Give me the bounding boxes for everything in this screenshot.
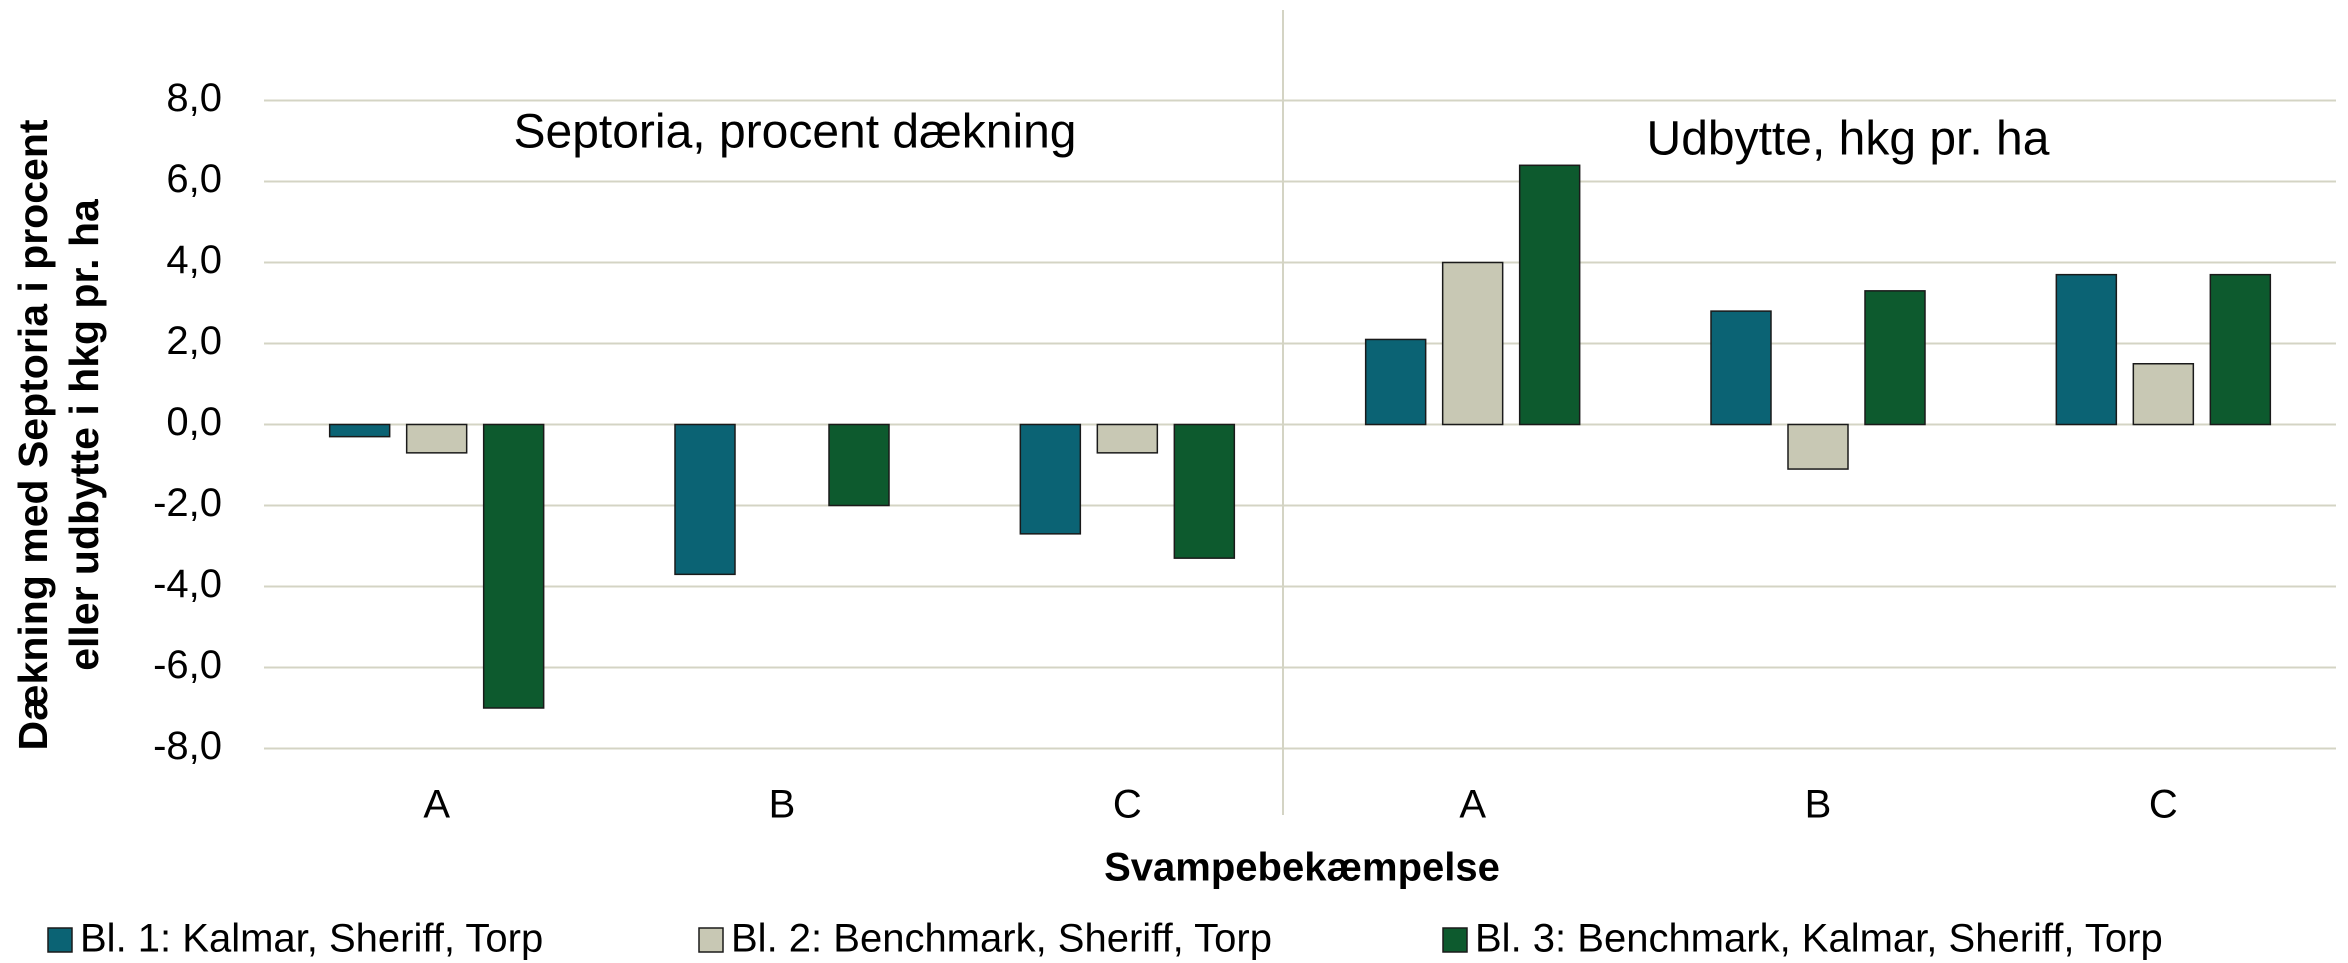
y-axis-label: eller udbytte i hkg pr. ha: [61, 198, 107, 671]
x-tick-label: B: [1805, 783, 1832, 827]
legend-label: Bl. 1: Kalmar, Sheriff, Torp: [80, 917, 543, 961]
legend-swatch: [698, 927, 724, 953]
y-axis-label: Dækning med Septoria i procent: [10, 119, 56, 750]
bar: [828, 423, 890, 507]
bar: [674, 423, 736, 576]
annotation: Septoria, procent dækning: [513, 106, 1076, 159]
bar: [1518, 164, 1581, 426]
y-tick-label: -6,0: [153, 643, 222, 687]
x-tick-label: C: [1113, 783, 1142, 827]
legend-label: Bl. 3: Benchmark, Kalmar, Sheriff, Torp: [1475, 917, 2163, 961]
x-axis-label: Svampebekæmpelse: [1104, 846, 1500, 890]
legend-label: Bl. 2: Benchmark, Sheriff, Torp: [731, 917, 1272, 961]
x-tick-label: B: [769, 783, 796, 827]
x-tick-label: C: [2149, 783, 2178, 827]
annotation: Udbytte, hkg pr. ha: [1647, 113, 2050, 166]
bar: [1173, 423, 1236, 559]
legend-swatch: [47, 927, 73, 953]
bar: [328, 423, 391, 438]
bar: [1864, 290, 1926, 426]
bar: [1364, 338, 1427, 426]
legend-swatch: [1442, 927, 1468, 953]
bar: [1441, 261, 1504, 426]
bar: [1787, 423, 1849, 470]
y-tick-label: -8,0: [153, 724, 222, 768]
grid: [264, 99, 2336, 750]
bar: [1096, 423, 1159, 454]
y-tick-label: 2,0: [166, 319, 222, 363]
bar: [1710, 310, 1772, 426]
y-tick-label: 0,0: [166, 400, 222, 444]
y-tick-label: 4,0: [166, 238, 222, 282]
bar: [2132, 363, 2195, 426]
x-tick-label: A: [1459, 783, 1486, 827]
bar: [405, 423, 468, 454]
x-tick-label: A: [423, 783, 450, 827]
bar: [2209, 273, 2272, 426]
bar: [2055, 273, 2118, 426]
y-tick-label: -4,0: [153, 562, 222, 606]
y-tick-label: 8,0: [166, 76, 222, 120]
bar: [1019, 423, 1082, 535]
y-tick-label: 6,0: [166, 157, 222, 201]
y-tick-label: -2,0: [153, 481, 222, 525]
bar: [482, 423, 545, 709]
